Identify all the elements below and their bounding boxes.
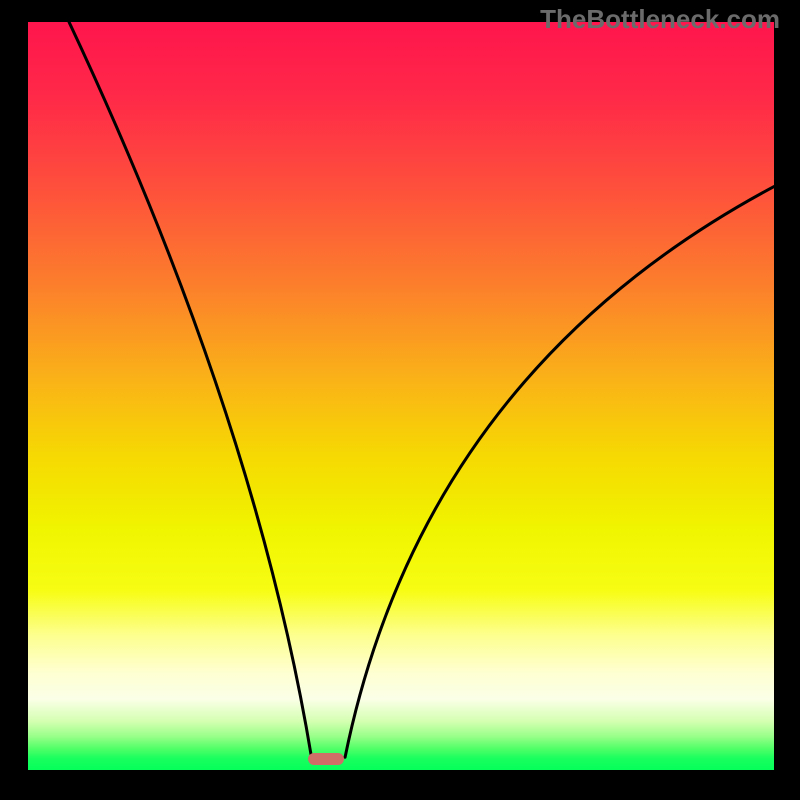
minimum-marker bbox=[308, 753, 344, 765]
chart-container: TheBottleneck.com bbox=[0, 0, 800, 800]
v-curve bbox=[28, 22, 774, 770]
watermark-text: TheBottleneck.com bbox=[540, 4, 780, 35]
